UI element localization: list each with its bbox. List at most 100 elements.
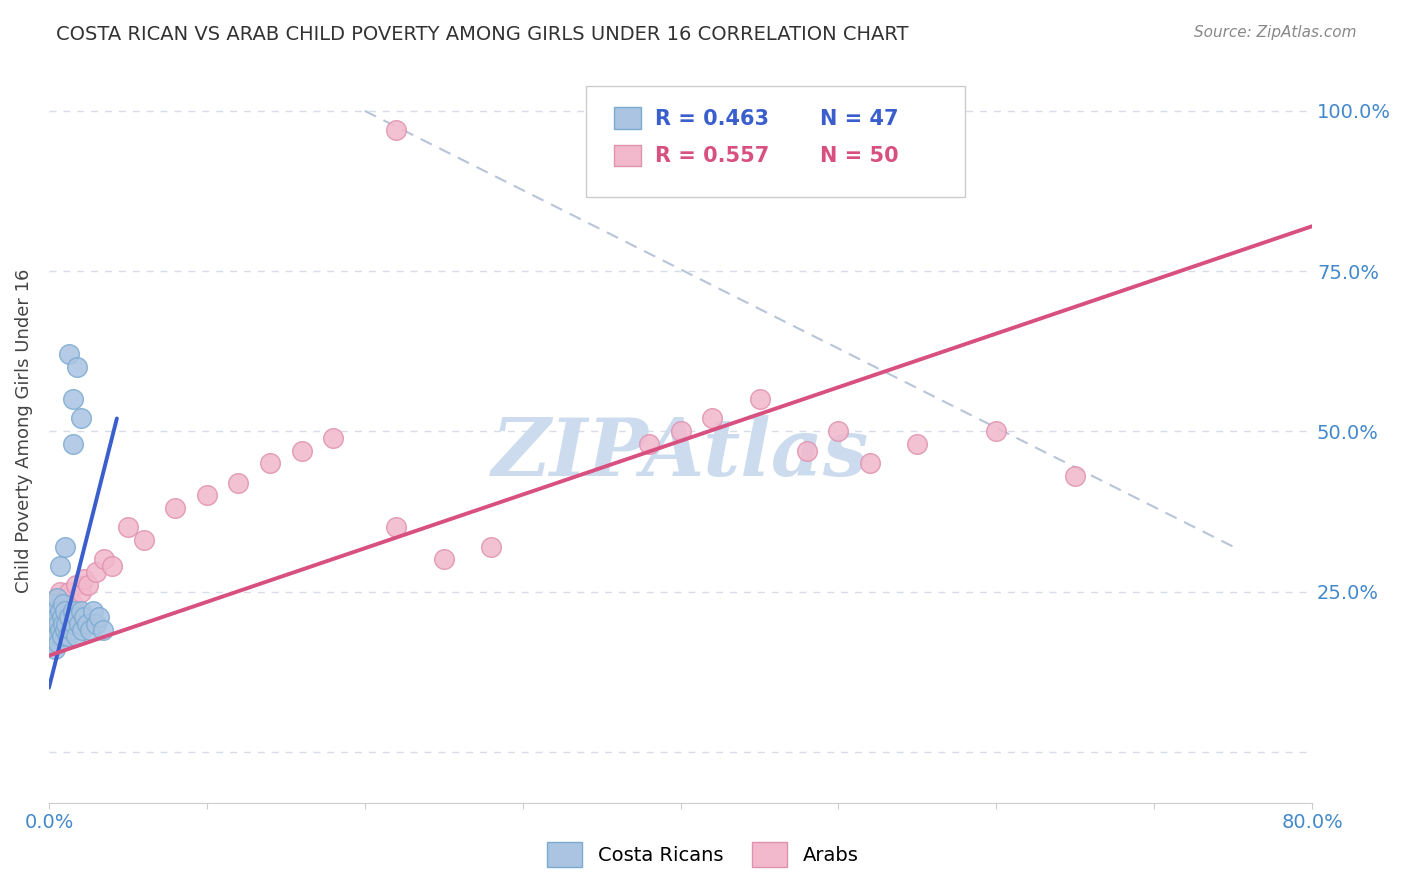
Point bbox=[45, 591, 67, 605]
Point bbox=[65, 629, 87, 643]
Point bbox=[45, 616, 67, 631]
Point bbox=[53, 604, 76, 618]
Point bbox=[44, 623, 66, 637]
Point bbox=[42, 616, 65, 631]
Point bbox=[69, 411, 91, 425]
FancyBboxPatch shape bbox=[586, 86, 965, 197]
Text: N = 47: N = 47 bbox=[820, 109, 898, 129]
Point bbox=[1064, 469, 1087, 483]
Text: R = 0.557: R = 0.557 bbox=[655, 146, 769, 166]
Point bbox=[62, 604, 84, 618]
Point bbox=[827, 425, 849, 439]
Point bbox=[117, 520, 139, 534]
Point bbox=[45, 591, 67, 605]
Point bbox=[322, 431, 344, 445]
Point bbox=[66, 360, 89, 375]
Point bbox=[41, 616, 63, 631]
Point bbox=[700, 411, 723, 425]
Point bbox=[58, 347, 80, 361]
Point bbox=[69, 604, 91, 618]
Point bbox=[76, 616, 98, 631]
Point bbox=[65, 578, 87, 592]
Point bbox=[42, 597, 65, 611]
Point bbox=[45, 629, 67, 643]
Point bbox=[39, 629, 62, 643]
Point bbox=[49, 610, 72, 624]
Point bbox=[49, 623, 72, 637]
FancyBboxPatch shape bbox=[613, 145, 641, 166]
Point bbox=[48, 616, 70, 631]
Text: N = 50: N = 50 bbox=[820, 146, 898, 166]
Point bbox=[986, 425, 1008, 439]
Point bbox=[101, 558, 124, 573]
Point bbox=[52, 597, 75, 611]
Text: COSTA RICAN VS ARAB CHILD POVERTY AMONG GIRLS UNDER 16 CORRELATION CHART: COSTA RICAN VS ARAB CHILD POVERTY AMONG … bbox=[56, 25, 908, 44]
Point bbox=[82, 604, 104, 618]
Point bbox=[67, 616, 90, 631]
Point bbox=[63, 616, 86, 631]
Point bbox=[55, 591, 77, 605]
Point bbox=[259, 456, 281, 470]
Point bbox=[479, 540, 502, 554]
Point bbox=[41, 604, 63, 618]
Point bbox=[53, 623, 76, 637]
Point bbox=[905, 437, 928, 451]
Point bbox=[228, 475, 250, 490]
Y-axis label: Child Poverty Among Girls Under 16: Child Poverty Among Girls Under 16 bbox=[15, 269, 32, 593]
Point bbox=[49, 584, 72, 599]
Point bbox=[39, 616, 62, 631]
Point bbox=[638, 437, 661, 451]
Point bbox=[44, 610, 66, 624]
Point bbox=[62, 437, 84, 451]
Point bbox=[86, 616, 108, 631]
Point bbox=[132, 533, 155, 548]
Point bbox=[93, 552, 115, 566]
Point bbox=[77, 578, 100, 592]
Point bbox=[69, 584, 91, 599]
Point bbox=[44, 629, 66, 643]
Point bbox=[79, 623, 101, 637]
Point bbox=[748, 392, 770, 407]
Point bbox=[796, 443, 818, 458]
Point bbox=[66, 610, 89, 624]
Point bbox=[73, 610, 96, 624]
Legend: Costa Ricans, Arabs: Costa Ricans, Arabs bbox=[540, 835, 866, 875]
Point bbox=[56, 604, 79, 618]
Point bbox=[165, 501, 187, 516]
Point bbox=[60, 623, 83, 637]
Point bbox=[51, 616, 73, 631]
Text: ZIPAtlas: ZIPAtlas bbox=[492, 415, 869, 492]
Point bbox=[385, 520, 408, 534]
Point bbox=[51, 610, 73, 624]
Point bbox=[48, 623, 70, 637]
Point bbox=[49, 604, 72, 618]
Point bbox=[58, 610, 80, 624]
Point bbox=[86, 566, 108, 580]
Point bbox=[41, 604, 63, 618]
Point bbox=[42, 597, 65, 611]
Point bbox=[195, 488, 218, 502]
Point bbox=[51, 597, 73, 611]
Point bbox=[44, 642, 66, 657]
Point bbox=[859, 456, 882, 470]
Text: R = 0.463: R = 0.463 bbox=[655, 109, 769, 129]
Point bbox=[433, 552, 456, 566]
Point bbox=[44, 604, 66, 618]
Point bbox=[48, 636, 70, 650]
Point bbox=[41, 629, 63, 643]
Point bbox=[56, 629, 79, 643]
FancyBboxPatch shape bbox=[613, 107, 641, 128]
Point bbox=[42, 636, 65, 650]
Point bbox=[291, 443, 314, 458]
Point bbox=[73, 572, 96, 586]
Point bbox=[45, 610, 67, 624]
Point bbox=[385, 123, 408, 137]
Point bbox=[52, 604, 75, 618]
Point bbox=[53, 540, 76, 554]
Text: Source: ZipAtlas.com: Source: ZipAtlas.com bbox=[1194, 25, 1357, 40]
Point bbox=[42, 623, 65, 637]
Point bbox=[53, 610, 76, 624]
Point bbox=[89, 610, 111, 624]
Point bbox=[49, 558, 72, 573]
Point bbox=[58, 584, 80, 599]
